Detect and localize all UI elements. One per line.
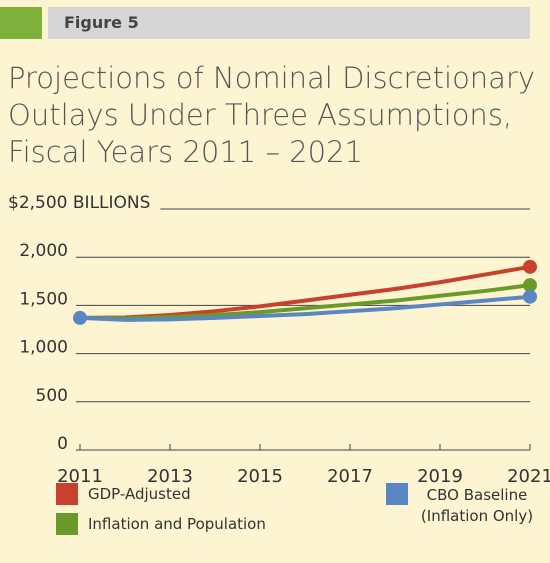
legend-label: GDP-Adjusted: [88, 485, 191, 503]
y-tick-label: 1,500: [19, 289, 68, 309]
figure-label: Figure 5: [64, 13, 139, 32]
x-tick-label: 2013: [147, 466, 193, 487]
start-dot: [73, 310, 87, 325]
chart-title: Projections of Nominal Discretionary Out…: [8, 61, 536, 169]
y-tick-label: 1,000: [19, 338, 68, 358]
legend-swatch: [56, 513, 78, 535]
series-line: [79, 283, 531, 321]
legend-swatch: [386, 483, 408, 505]
legend-label: Inflation and Population: [88, 515, 266, 533]
x-tick-label: 2017: [327, 466, 373, 487]
legend-swatch: [56, 483, 78, 505]
y-tick-label: 0: [57, 434, 68, 454]
y-tick-label: $2,500 BILLIONS: [8, 193, 150, 213]
end-dot: [523, 289, 537, 304]
x-tick-label: 2011: [57, 466, 103, 487]
header-square: [0, 7, 42, 39]
x-tick-label: 2021: [507, 466, 550, 487]
series-line: [79, 294, 531, 322]
end-dot: [523, 259, 537, 274]
y-tick-label: 2,000: [19, 241, 68, 261]
y-tick-label: 500: [36, 386, 68, 406]
header-bar: [48, 7, 530, 39]
x-tick-label: 2019: [417, 466, 463, 487]
end-dot: [523, 278, 537, 293]
legend-label: CBO Baseline (Inflation Only): [420, 486, 534, 525]
x-tick-label: 2015: [237, 466, 283, 487]
